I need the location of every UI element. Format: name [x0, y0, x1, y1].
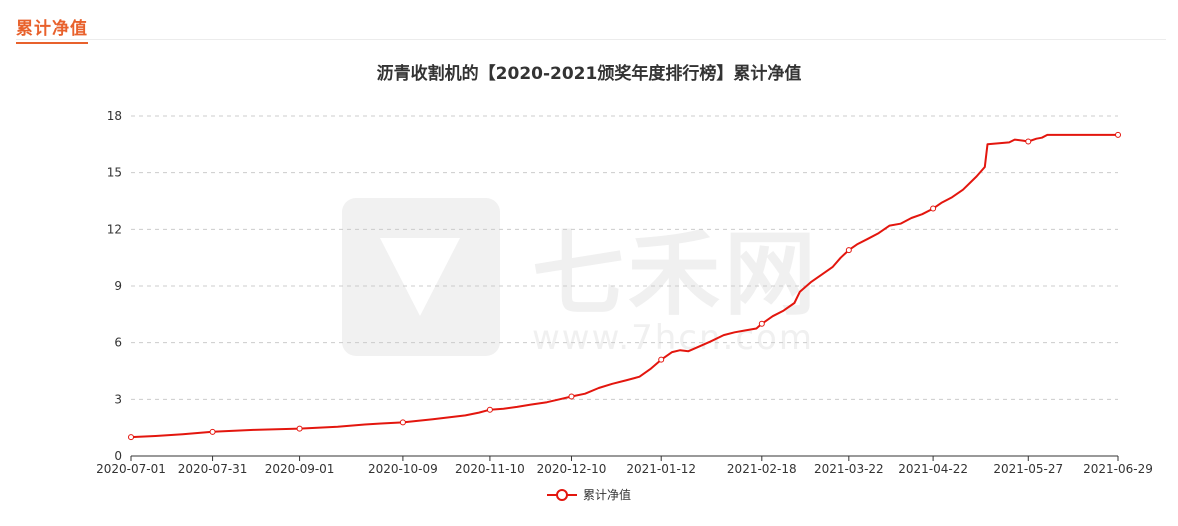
y-tick-label: 18	[107, 109, 122, 123]
y-tick-label: 3	[114, 392, 122, 406]
series-line	[130, 133, 1118, 439]
x-tick-label: 2020-07-31	[178, 462, 248, 476]
data-point	[1025, 138, 1032, 145]
data-point	[568, 393, 575, 400]
tab-cumulative-nav[interactable]: 累计净值	[16, 14, 88, 44]
data-point	[399, 419, 406, 426]
data-point	[1115, 131, 1121, 138]
axes: 0 3 6 9 12 15 18 2020-07-01 2020-07-31 2020-09-01…	[96, 109, 1153, 476]
legend-label: 累计净值	[582, 488, 631, 502]
y-tick-label: 12	[107, 222, 122, 236]
header-divider	[16, 39, 1166, 40]
y-tick-label: 15	[107, 166, 122, 180]
x-tick-label: 2021-06-29	[1083, 462, 1153, 476]
x-tick-label: 2020-07-01	[96, 462, 166, 476]
chart-title: 沥青收割机的【2020-2021颁奖年度排行榜】累计净值	[376, 64, 802, 84]
x-tick-label: 2020-09-01	[265, 462, 335, 476]
data-point	[486, 406, 493, 413]
grid-lines	[131, 115, 1118, 400]
x-tick-label: 2020-11-10	[455, 462, 525, 476]
x-tick-label: 2021-03-22	[814, 462, 884, 476]
legend[interactable]: 累计净值	[0, 486, 1178, 503]
x-tick-label: 2020-12-10	[537, 462, 607, 476]
data-point	[845, 247, 852, 254]
data-point	[758, 320, 765, 327]
data-point	[296, 425, 303, 432]
x-tick-label: 2021-01-12	[626, 462, 696, 476]
legend-line-icon	[546, 488, 577, 501]
data-point	[930, 205, 937, 212]
y-tick-label: 6	[114, 336, 122, 350]
x-tick-label: 2021-04-22	[898, 462, 968, 476]
y-tick-label: 9	[114, 279, 122, 293]
x-tick-label: 2021-05-27	[993, 462, 1063, 476]
data-point	[209, 428, 216, 435]
x-tick-label: 2020-10-09	[368, 462, 438, 476]
y-tick-label: 0	[114, 449, 122, 463]
x-tick-label: 2021-02-18	[727, 462, 797, 476]
data-point	[658, 356, 665, 363]
data-point	[128, 434, 134, 441]
series-layer	[128, 131, 1121, 441]
